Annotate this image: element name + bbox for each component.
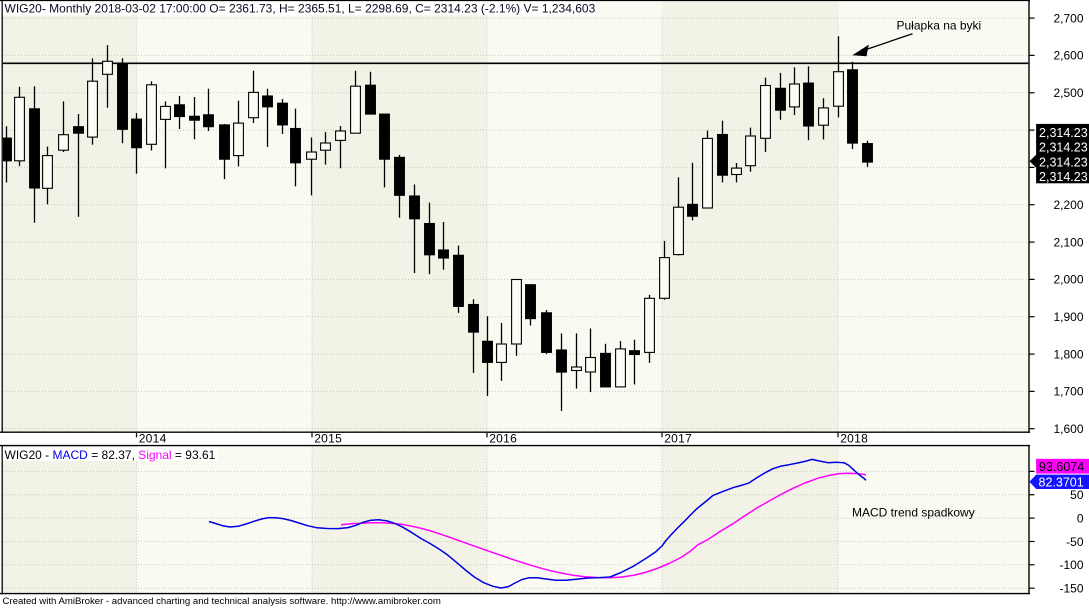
svg-text:93.6074: 93.6074: [1039, 460, 1084, 474]
svg-text:1,900: 1,900: [1053, 310, 1083, 324]
svg-text:2017: 2017: [664, 432, 692, 446]
svg-text:Pułapka na byki: Pułapka na byki: [897, 18, 982, 32]
svg-text:MACD trend spadkowy: MACD trend spadkowy: [852, 505, 975, 519]
svg-text:2,200: 2,200: [1053, 198, 1083, 212]
svg-text:2,314.23: 2,314.23: [1039, 170, 1088, 184]
svg-text:-50: -50: [1066, 535, 1084, 549]
svg-text:2,000: 2,000: [1053, 273, 1083, 287]
svg-text:Created with AmiBroker - advan: Created with AmiBroker - advanced charti…: [3, 596, 441, 607]
svg-text:2,500: 2,500: [1053, 86, 1083, 100]
svg-text:2,314.23: 2,314.23: [1039, 141, 1088, 155]
svg-text:-150: -150: [1059, 582, 1083, 596]
svg-text:0: 0: [1077, 511, 1084, 525]
svg-text:1,700: 1,700: [1053, 385, 1083, 399]
svg-text:82.3701: 82.3701: [1039, 475, 1084, 489]
svg-text:1,800: 1,800: [1053, 347, 1083, 361]
svg-text:1,600: 1,600: [1053, 422, 1083, 436]
svg-text:2018: 2018: [840, 432, 868, 446]
svg-text:2,100: 2,100: [1053, 235, 1083, 249]
svg-text:2,600: 2,600: [1053, 49, 1083, 63]
svg-text:2016: 2016: [489, 432, 517, 446]
svg-text:WIG20- Monthly 2018-03-02 17:0: WIG20- Monthly 2018-03-02 17:00:00 O= 23…: [5, 2, 596, 16]
svg-text:50: 50: [1070, 488, 1084, 502]
svg-text:2,314.23: 2,314.23: [1039, 126, 1088, 140]
svg-text:2,700: 2,700: [1053, 11, 1083, 25]
svg-text:2014: 2014: [139, 432, 167, 446]
svg-text:-100: -100: [1059, 558, 1083, 572]
svg-text:2015: 2015: [314, 432, 342, 446]
svg-text:2,314.23: 2,314.23: [1039, 155, 1088, 169]
svg-text:WIG20 - MACD = 82.37, Signal =: WIG20 - MACD = 82.37, Signal = 93.61: [5, 448, 216, 462]
